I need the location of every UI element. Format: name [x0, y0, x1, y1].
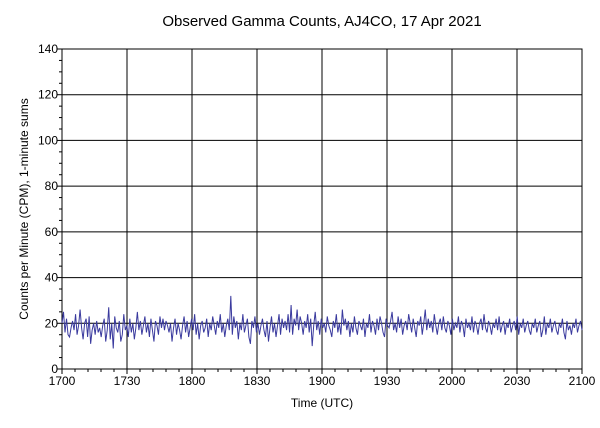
- series-line: [61, 295, 583, 349]
- y-tick-label: 20: [45, 316, 59, 330]
- x-tick-label: 1800: [179, 374, 206, 388]
- y-tick-label: 60: [45, 225, 59, 239]
- x-tick-label: 2100: [569, 374, 596, 388]
- x-tick-label: 1730: [114, 374, 141, 388]
- y-tick-label: 40: [45, 271, 59, 285]
- y-tick-label: 80: [45, 179, 59, 193]
- y-tick-label: 100: [38, 133, 58, 147]
- series-group: [61, 295, 583, 349]
- x-tick-label: 1930: [374, 374, 401, 388]
- x-tick-label: 2030: [504, 374, 531, 388]
- y-tick-label: 120: [38, 88, 58, 102]
- x-axis-label: Time (UTC): [291, 396, 353, 410]
- grid: [62, 49, 582, 369]
- x-tick-label: 1700: [49, 374, 76, 388]
- y-axis: 0 20 40 60 80 100 120 140: [38, 42, 62, 376]
- x-tick-label: 1830: [244, 374, 271, 388]
- x-axis: 1700 1730 1800 1830 1900 1930 2000 2030 2100: [49, 369, 596, 388]
- x-tick-label: 2000: [439, 374, 466, 388]
- y-tick-label: 0: [51, 362, 58, 376]
- x-tick-label: 1900: [309, 374, 336, 388]
- y-axis-label: Counts per Minute (CPM), 1-minute sums: [17, 98, 31, 319]
- y-tick-label: 140: [38, 42, 58, 56]
- chart-title: Observed Gamma Counts, AJ4CO, 17 Apr 202…: [162, 13, 481, 30]
